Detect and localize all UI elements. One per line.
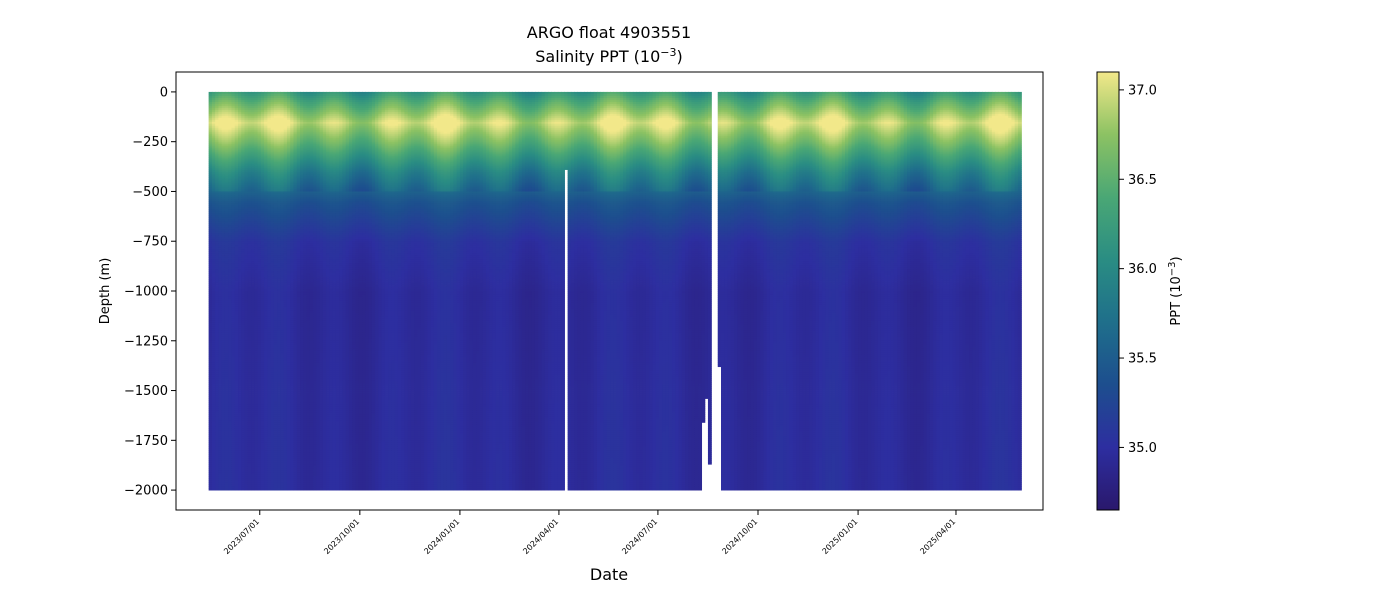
plot-area	[176, 72, 1043, 510]
x-tick-label: 2023/10/01	[322, 517, 361, 556]
y-tick-label: −1250	[124, 334, 168, 349]
x-axis: 2023/07/01 2023/10/01 2024/01/01 2024/04/01…	[222, 510, 957, 556]
colorbar-tick-label: 35.5	[1128, 352, 1157, 367]
y-tick-label: 0	[160, 85, 168, 100]
x-tick-label: 2023/07/01	[222, 517, 261, 556]
x-tick-label: 2024/01/01	[422, 517, 461, 556]
y-axis-label: Depth (m)	[98, 258, 113, 325]
x-tick-label: 2025/04/01	[918, 517, 957, 556]
colorbar-gradient	[1097, 72, 1119, 510]
profile-column	[708, 92, 712, 465]
y-axis: 0 −250 −500 −750 −1000 −1250 −1500 −1750 −2000	[124, 85, 176, 498]
y-tick-label: −2000	[124, 484, 168, 499]
x-tick-label: 2024/10/01	[720, 517, 759, 556]
colorbar-tick-label: 35.0	[1128, 441, 1157, 456]
x-axis-label: Date	[590, 565, 628, 584]
profile-columns	[209, 92, 1022, 491]
x-tick-label: 2024/07/01	[620, 517, 659, 556]
x-tick-label: 2024/04/01	[521, 517, 560, 556]
y-tick-label: −750	[132, 235, 168, 250]
chart-subtitle: Salinity PPT (10−3)	[535, 46, 683, 66]
y-tick-label: −500	[132, 185, 168, 200]
colorbar: 35.0 35.5 36.0 36.5 37.0 PPT (10−3)	[1097, 72, 1184, 510]
colorbar-label: PPT (10−3)	[1167, 256, 1184, 325]
y-tick-label: −1000	[124, 285, 168, 300]
y-tick-label: −1500	[124, 384, 168, 399]
colorbar-ticks: 35.0 35.5 36.0 36.5 37.0	[1119, 83, 1157, 456]
x-tick-label: 2025/01/01	[821, 517, 860, 556]
chart-title: ARGO float 4903551	[527, 23, 691, 42]
colorbar-tick-label: 36.0	[1128, 262, 1157, 277]
y-tick-label: −1750	[124, 434, 168, 449]
colorbar-tick-label: 37.0	[1128, 83, 1157, 98]
profile-column	[1018, 92, 1022, 491]
colorbar-tick-label: 36.5	[1128, 173, 1157, 188]
y-tick-label: −250	[132, 135, 168, 150]
